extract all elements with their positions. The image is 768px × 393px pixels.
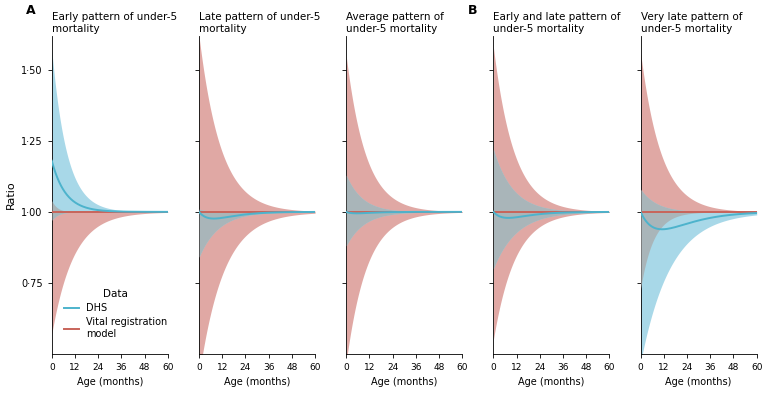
X-axis label: Age (months): Age (months) [665, 377, 732, 387]
X-axis label: Age (months): Age (months) [518, 377, 584, 387]
X-axis label: Age (months): Age (months) [77, 377, 143, 387]
Text: Very late pattern of
under-5 mortality: Very late pattern of under-5 mortality [641, 12, 742, 34]
Text: Early and late pattern of
under-5 mortality: Early and late pattern of under-5 mortal… [493, 12, 621, 34]
Y-axis label: Ratio: Ratio [5, 180, 15, 209]
Text: A: A [26, 4, 36, 17]
Text: Late pattern of under-5
mortality: Late pattern of under-5 mortality [199, 12, 320, 34]
X-axis label: Age (months): Age (months) [371, 377, 438, 387]
Text: Early pattern of under-5
mortality: Early pattern of under-5 mortality [51, 12, 177, 34]
X-axis label: Age (months): Age (months) [223, 377, 290, 387]
Text: B: B [468, 4, 478, 17]
Text: Average pattern of
under-5 mortality: Average pattern of under-5 mortality [346, 12, 444, 34]
Legend: DHS, Vital registration
model: DHS, Vital registration model [60, 285, 171, 343]
